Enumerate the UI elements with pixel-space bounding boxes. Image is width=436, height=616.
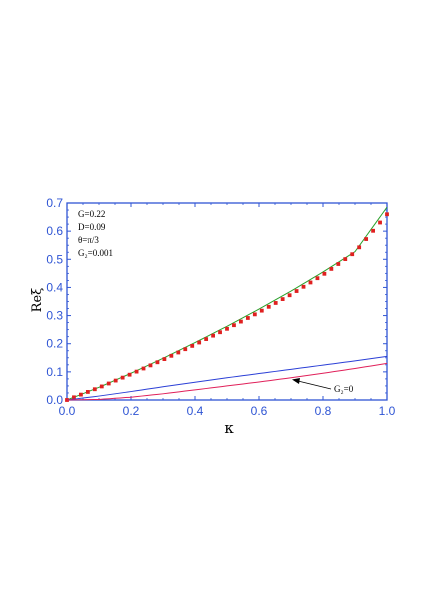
param-label-g: G=0.22: [78, 209, 105, 219]
x-axis-title: κ: [224, 419, 234, 437]
x-tick-label: 0.4: [187, 404, 204, 418]
series-line-0: [66, 206, 388, 401]
param-label-d: D=0.09: [78, 222, 106, 232]
x-tick-label: 0.8: [315, 404, 332, 418]
series-point: [211, 333, 215, 338]
param-label-theta: θ=π/3: [78, 235, 99, 245]
series-point: [155, 360, 160, 365]
y-tick-label: 0.7: [46, 196, 63, 210]
series-point: [176, 350, 181, 355]
series-layer: [65, 206, 389, 402]
annotations: G=0.22 D=0.09 θ=π/3 G₂=0.001 G₂=0: [78, 209, 354, 394]
series-point: [273, 301, 278, 305]
series-point: [308, 280, 313, 285]
series-point: [266, 304, 271, 309]
y-tick-label: 0.1: [46, 365, 63, 379]
series-line-2: [66, 355, 388, 401]
series-point: [162, 357, 167, 361]
series-line-3: [66, 362, 388, 401]
y-tick-label: 0.4: [46, 280, 63, 294]
series-point: [239, 319, 243, 324]
series-point: [294, 289, 299, 293]
series-point: [329, 266, 334, 271]
annotation-label-g2-zero: G₂=0: [334, 384, 354, 394]
y-tick-label: 0.5: [46, 252, 63, 266]
series-point: [72, 395, 76, 400]
x-tick-label: 0.0: [59, 404, 76, 418]
series-point: [287, 293, 292, 298]
series-point: [336, 262, 341, 266]
series-point: [85, 390, 90, 394]
axes: 0.0 0.2 0.4 0.6 0.8 1.0 0.0 0.1 0.2 0.3 0.4 0.5 0.6 0…: [46, 196, 395, 418]
y-tick-label: 0.3: [46, 309, 63, 323]
series-point: [259, 308, 264, 313]
series-point: [141, 366, 146, 371]
series-point: [245, 316, 250, 320]
series-point: [385, 212, 389, 217]
x-tick-label: 1.0: [379, 404, 396, 418]
series-point: [315, 276, 320, 281]
series-point: [92, 387, 97, 392]
x-tick-label: 0.6: [251, 404, 268, 418]
series-point: [322, 271, 327, 276]
series-point: [183, 347, 188, 352]
series-point: [169, 353, 174, 358]
series-point: [357, 245, 362, 250]
series-point: [134, 369, 139, 374]
series-point: [301, 284, 306, 289]
y-tick-label: 0.0: [46, 393, 63, 407]
dotted-series: [65, 212, 389, 402]
series-point: [113, 378, 118, 383]
series-point: [252, 312, 257, 317]
x-tick-label: 0.2: [123, 404, 140, 418]
series-point: [99, 384, 104, 389]
series-point: [148, 363, 153, 368]
series-point: [225, 326, 229, 331]
series-point: [364, 237, 369, 241]
y-axis-title: Reξ: [30, 288, 45, 313]
series-point: [218, 330, 222, 335]
series-point: [232, 323, 236, 328]
series-point: [343, 257, 348, 262]
series-point: [378, 220, 382, 225]
annotation-arrow-line: [297, 380, 332, 390]
series-point: [127, 372, 132, 377]
series-point: [350, 252, 355, 257]
series-point: [197, 340, 202, 345]
series-point: [79, 392, 83, 397]
series-point: [120, 375, 125, 380]
series-point: [190, 343, 195, 348]
series-point: [106, 381, 111, 386]
y-tick-label: 0.2: [46, 337, 63, 351]
series-point: [371, 228, 375, 233]
param-label-g2: G₂=0.001: [78, 248, 113, 258]
series-point: [280, 297, 285, 301]
series-point: [204, 337, 209, 341]
y-tick-label: 0.6: [46, 224, 63, 238]
annotation-arrowhead: [292, 378, 300, 384]
